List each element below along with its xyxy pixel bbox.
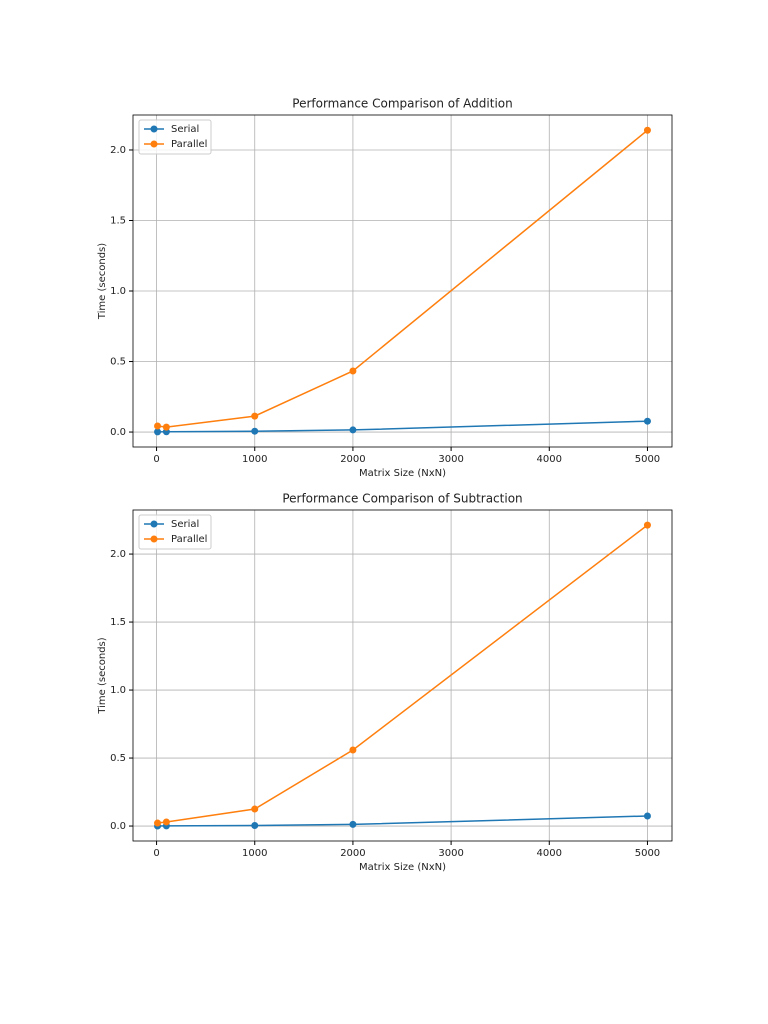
data-point (154, 428, 162, 436)
y-axis-label: Time (seconds) (97, 243, 108, 320)
x-tick-label: 0 (153, 454, 159, 465)
data-point (162, 423, 170, 431)
x-tick-label: 2000 (340, 848, 365, 859)
data-point (154, 819, 162, 827)
plot-frame (132, 509, 673, 842)
plot-frame (132, 114, 673, 448)
x-tick-label: 3000 (438, 848, 463, 859)
data-point (251, 805, 259, 813)
data-point (349, 820, 357, 828)
x-tick-label: 5000 (635, 454, 660, 465)
y-tick-label: 2.0 (110, 145, 126, 156)
x-tick-label: 4000 (537, 454, 562, 465)
legend-label: Parallel (171, 534, 207, 545)
data-point (349, 426, 357, 434)
y-tick-label: 1.5 (110, 215, 126, 226)
legend-label: Parallel (171, 139, 207, 150)
data-point (162, 818, 170, 826)
y-tick-label: 0.0 (110, 427, 126, 438)
x-tick-label: 1000 (242, 848, 267, 859)
data-point (643, 521, 651, 529)
data-point (349, 746, 357, 754)
x-axis-label: Matrix Size (NxN) (359, 468, 446, 479)
x-tick-label: 1000 (242, 454, 267, 465)
series-line (157, 129, 648, 428)
x-axis-label: Matrix Size (NxN) (359, 862, 446, 873)
y-tick-label: 0.5 (110, 357, 126, 368)
data-point (643, 812, 651, 820)
legend-marker (150, 140, 158, 148)
data-point (251, 427, 259, 435)
y-tick-label: 2.0 (110, 549, 126, 560)
data-point (349, 367, 357, 375)
legend-label: Serial (171, 124, 199, 135)
data-point (154, 422, 162, 430)
legend-marker (150, 520, 158, 528)
y-tick-label: 1.0 (110, 685, 126, 696)
x-tick-label: 0 (153, 848, 159, 859)
data-point (643, 126, 651, 134)
data-point (251, 821, 259, 829)
x-tick-label: 5000 (635, 848, 660, 859)
x-tick-label: 2000 (340, 454, 365, 465)
series-line (157, 420, 648, 433)
y-axis-label: Time (seconds) (97, 637, 108, 714)
legend-marker (150, 535, 158, 543)
legend-marker (150, 125, 158, 133)
chart-title: Performance Comparison of Addition (292, 97, 512, 111)
x-tick-label: 4000 (537, 848, 562, 859)
y-tick-label: 1.5 (110, 617, 126, 628)
data-point (251, 412, 259, 420)
series-line (157, 815, 648, 827)
y-tick-label: 0.5 (110, 753, 126, 764)
legend-label: Serial (171, 519, 199, 530)
x-tick-label: 3000 (438, 454, 463, 465)
series-line (157, 524, 648, 824)
data-point (643, 417, 651, 425)
y-tick-label: 0.0 (110, 821, 126, 832)
chart-title: Performance Comparison of Subtraction (282, 492, 522, 506)
y-tick-label: 1.0 (110, 286, 126, 297)
